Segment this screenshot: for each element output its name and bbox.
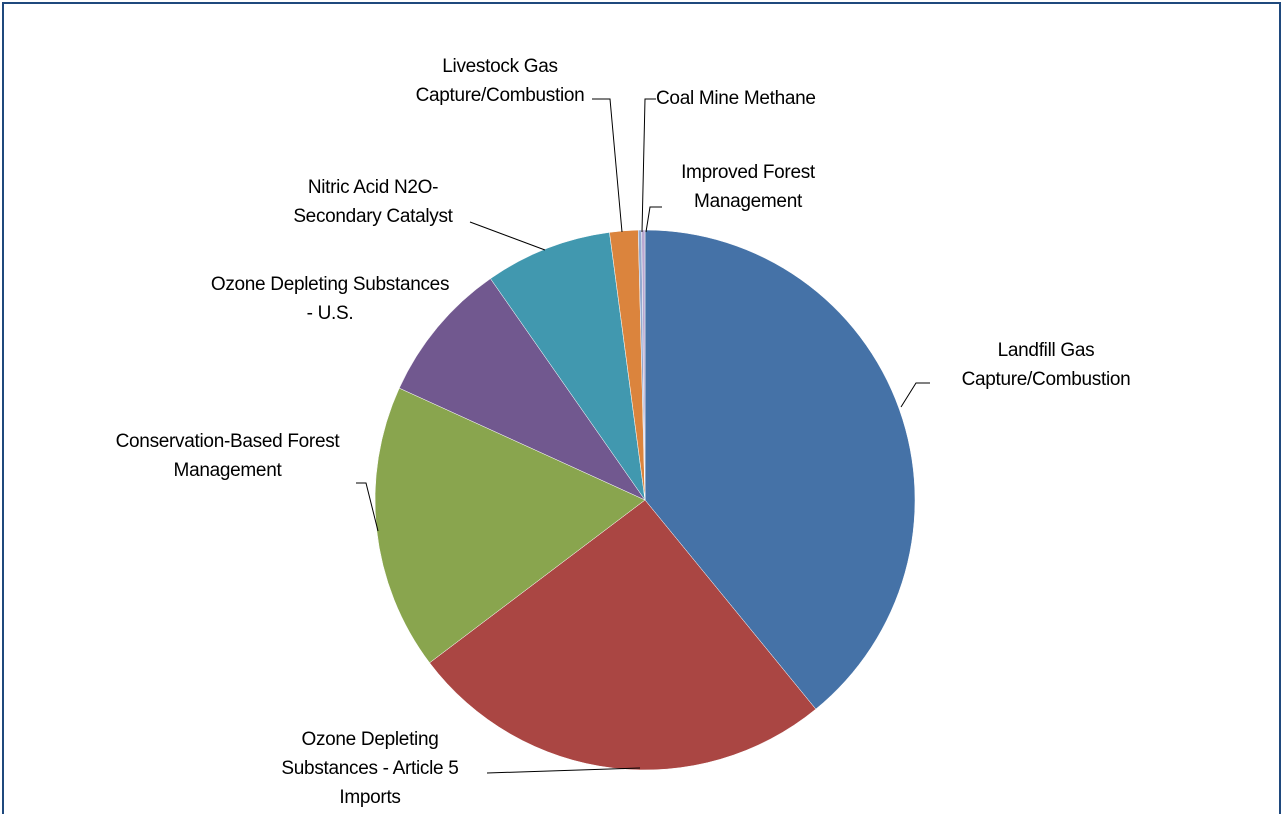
slice-label: Nitric Acid N2O-Secondary Catalyst [293,177,453,227]
slice [398,278,646,501]
slice [429,499,817,771]
slice-label: Livestock Gas Capture/Combustion [415,56,585,106]
slice-label: Landfill Gas Capture/Combustion [961,340,1131,390]
slices [374,229,916,771]
slice-label: Ozone Depleting Substances - U.S. [210,274,450,324]
leader-line [641,98,656,233]
slice-label: Coal Mine Methane [656,88,816,109]
leader-line [469,221,546,251]
slice [490,232,646,501]
leader-line [592,98,623,233]
slice [644,229,916,710]
slice [374,387,646,664]
leader-lines [356,98,930,774]
leader-line [900,382,930,408]
slice-label: Conservation-Based Forest Management [115,431,340,481]
slice-label: Improved Forest Management [681,162,815,212]
slice-label: Ozone Depleting Substances - Article 5 I… [281,729,459,808]
leader-line [486,767,641,774]
leader-line [356,482,379,532]
leader-line [645,206,662,233]
